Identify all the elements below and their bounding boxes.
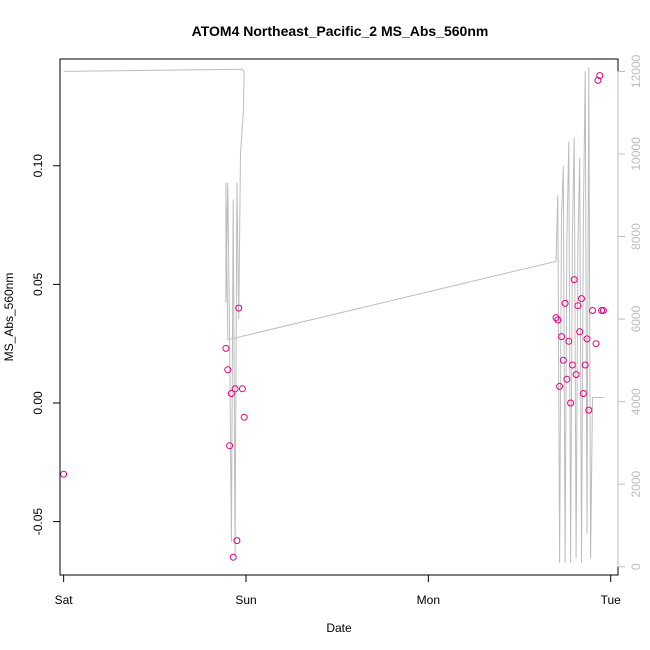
data-point xyxy=(576,328,584,336)
data-point xyxy=(235,304,243,312)
data-point xyxy=(594,76,602,84)
data-point xyxy=(581,361,589,369)
data-point xyxy=(556,382,564,390)
y2-tick-label: 10000 xyxy=(629,137,643,171)
data-point xyxy=(224,366,232,374)
y-tick-label: -0.05 xyxy=(31,508,45,536)
x-axis: Sat Sun Mon Tue xyxy=(55,574,622,607)
data-point xyxy=(599,307,607,314)
data-point xyxy=(574,302,582,310)
data-point xyxy=(583,335,591,343)
x-tick-label: Mon xyxy=(417,593,440,607)
data-point xyxy=(554,316,562,324)
secondary-line-path xyxy=(63,67,604,563)
y2-tick-label: 0 xyxy=(629,563,643,570)
data-point xyxy=(227,390,235,397)
y-tick-label: 0.10 xyxy=(31,154,45,178)
x-axis-label: Date xyxy=(326,621,352,635)
data-point xyxy=(231,385,239,393)
data-point xyxy=(596,72,604,80)
chart-title: ATOM4 Northeast_Pacific_2 MS_Abs_560nm xyxy=(192,23,489,39)
secondary-series-line xyxy=(63,67,604,563)
primary-series-points xyxy=(60,72,607,561)
plot-frame xyxy=(59,58,619,576)
data-point xyxy=(563,375,571,383)
y-tick-label: 0.05 xyxy=(31,272,45,296)
x-tick-label: Tue xyxy=(601,593,622,607)
y2-tick-label: 4000 xyxy=(629,388,643,415)
data-point xyxy=(233,537,241,545)
data-point xyxy=(565,337,573,345)
y-axis-left: -0.05 0.00 0.05 0.10 xyxy=(31,154,61,536)
y-axis-right: 0 2000 4000 6000 8000 10000 12000 xyxy=(617,54,643,570)
data-point xyxy=(238,385,246,393)
data-point xyxy=(229,553,237,561)
data-point xyxy=(567,399,575,407)
data-point xyxy=(579,390,587,397)
data-point xyxy=(559,356,567,364)
data-point xyxy=(592,340,600,348)
data-point xyxy=(568,361,576,369)
y2-tick-label: 6000 xyxy=(629,305,643,332)
y2-tick-label: 8000 xyxy=(629,223,643,250)
data-point xyxy=(589,307,596,314)
data-point xyxy=(570,276,578,284)
y-tick-label: 0.00 xyxy=(31,391,45,415)
y-axis-label: MS_Abs_560nm xyxy=(2,273,16,362)
data-point xyxy=(226,442,234,450)
data-point xyxy=(240,413,248,421)
data-point xyxy=(222,344,230,352)
data-point xyxy=(585,406,593,414)
data-point xyxy=(60,470,68,478)
y2-tick-label: 2000 xyxy=(629,471,643,498)
x-tick-label: Sun xyxy=(235,593,256,607)
data-point xyxy=(561,299,569,307)
y2-tick-label: 12000 xyxy=(629,54,643,88)
data-point xyxy=(572,371,580,378)
data-point xyxy=(558,333,565,341)
x-tick-label: Sat xyxy=(55,593,74,607)
data-point xyxy=(578,295,585,303)
